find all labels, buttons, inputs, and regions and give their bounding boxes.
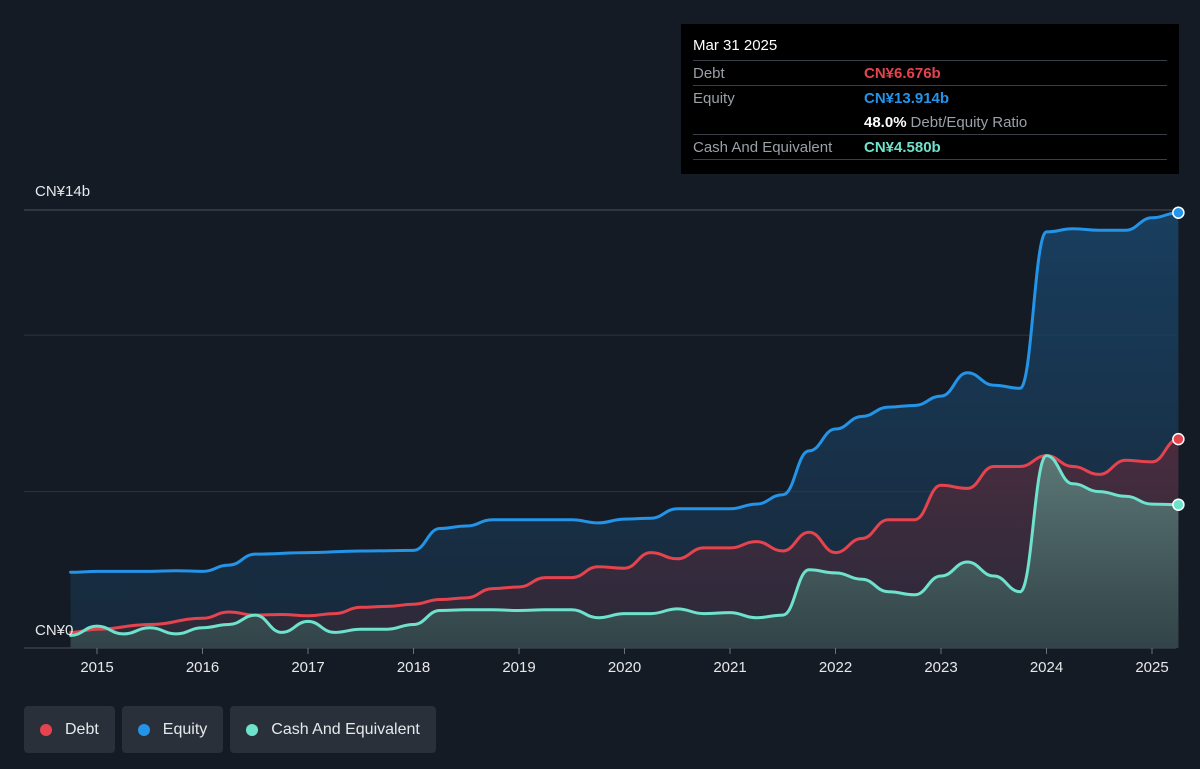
x-tick-label: 2017: [291, 659, 324, 676]
cash-endpoint: [1172, 498, 1185, 511]
data-tooltip: Mar 31 2025 Debt CN¥6.676b Equity CN¥13.…: [681, 24, 1179, 174]
x-tick-label: 2025: [1135, 659, 1168, 676]
tooltip-equity-value: CN¥13.914b: [864, 89, 950, 107]
x-tick-label: 2019: [502, 659, 535, 676]
x-tick-label: 2020: [608, 659, 641, 676]
legend-item-equity[interactable]: Equity: [121, 706, 224, 753]
x-axis-ticks: 2015 2016 2017 2018 2019 2020 2021 2022 2023 2024…: [80, 648, 1169, 676]
x-tick-label: 2016: [186, 659, 219, 676]
legend-label-cash: Cash And Equivalent: [271, 720, 420, 738]
tooltip-equity-label: Equity: [693, 89, 735, 107]
x-tick-label: 2015: [80, 659, 113, 676]
x-tick-label: 2021: [713, 659, 746, 676]
x-tick-label: 2022: [819, 659, 852, 676]
tooltip-cash-value: CN¥4.580b: [864, 138, 941, 156]
legend-item-cash[interactable]: Cash And Equivalent: [230, 706, 436, 753]
tooltip-equity-row: Equity CN¥13.914b: [693, 85, 1167, 110]
tooltip-debt-value: CN¥6.676b: [864, 64, 941, 82]
chart-areas: [70, 212, 1179, 648]
tooltip-date: Mar 31 2025: [693, 37, 778, 54]
x-tick-label: 2024: [1030, 659, 1063, 676]
legend-item-debt[interactable]: Debt: [24, 706, 115, 753]
legend-dot-icon: [40, 723, 52, 736]
chart-legend: Debt Equity Cash And Equivalent: [24, 706, 436, 753]
legend-dot-icon: [246, 723, 259, 736]
cash-line: [69, 454, 1180, 637]
chart-endpoints: [1172, 206, 1185, 511]
debt-line: [69, 437, 1180, 634]
equity-line: [69, 211, 1180, 574]
legend-dot-icon: [137, 723, 150, 736]
tooltip-debt-label: Debt: [693, 64, 725, 82]
y-axis-top-label: CN¥14b: [35, 183, 91, 200]
tooltip-ratio-row: 48.0% Debt/Equity Ratio: [693, 110, 1167, 134]
tooltip-ratio-label: Debt/Equity Ratio: [910, 113, 1028, 131]
equity-endpoint: [1172, 206, 1185, 219]
tooltip-debt-row: Debt CN¥6.676b: [693, 60, 1167, 85]
chart-lines: [69, 211, 1180, 637]
debt-endpoint: [1172, 432, 1185, 446]
legend-label-debt: Debt: [65, 720, 99, 738]
tooltip-cash-row: Cash And Equivalent CN¥4.580b: [693, 134, 1167, 160]
y-axis-bottom-label: CN¥0: [35, 622, 74, 639]
x-tick-label: 2023: [924, 659, 957, 676]
legend-label-equity: Equity: [162, 720, 208, 738]
x-tick-label: 2018: [397, 659, 430, 676]
tooltip-cash-label: Cash And Equivalent: [693, 138, 833, 156]
tooltip-ratio-value: 48.0%: [864, 113, 907, 131]
cash-area: [70, 455, 1179, 648]
